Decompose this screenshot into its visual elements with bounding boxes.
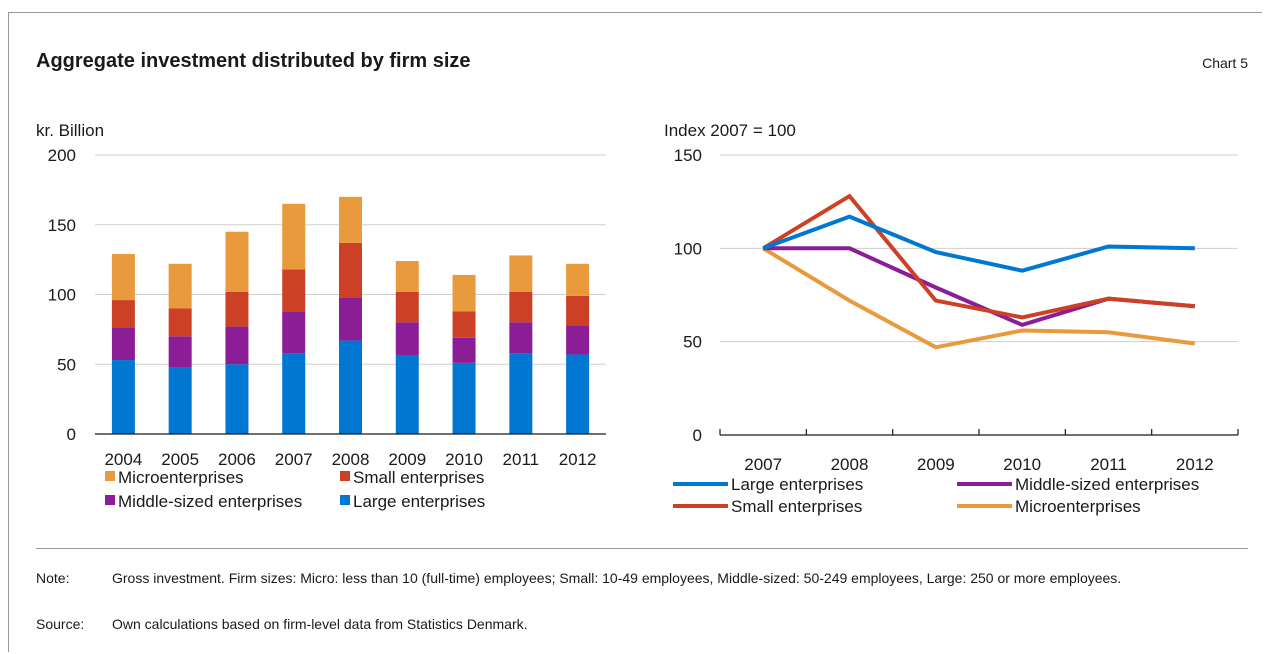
bar-microenterprises-2012 xyxy=(566,263,590,296)
bar-middle-sized-enterprises-2009 xyxy=(395,322,419,356)
right-legend-label-large-enterprises: Large enterprises xyxy=(731,475,863,494)
line-large-enterprises xyxy=(762,214,1195,273)
left-x-tick-label: 2005 xyxy=(161,450,199,469)
bar-middle-sized-enterprises-2010 xyxy=(452,337,476,363)
source-block: Source: Own calculations based on firm-l… xyxy=(36,614,1248,634)
note-text: Gross investment. Firm sizes: Micro: les… xyxy=(112,570,1122,586)
left-y-axis-label: kr. Billion xyxy=(36,121,104,140)
bar-middle-sized-enterprises-2007 xyxy=(282,311,306,354)
footer-divider xyxy=(36,548,1248,549)
left-x-tick-label: 2007 xyxy=(275,450,313,469)
bar-microenterprises-2008 xyxy=(339,196,362,243)
bar-microenterprises-2009 xyxy=(395,261,419,292)
left-y-tick-label: 200 xyxy=(48,146,76,165)
bar-small-enterprises-2009 xyxy=(395,291,419,323)
bar-small-enterprises-2005 xyxy=(168,308,192,337)
right-x-tick-label: 2011 xyxy=(1090,455,1127,474)
left-legend-label-microenterprises: Microenterprises xyxy=(118,468,244,487)
bar-large-enterprises-2005 xyxy=(168,367,192,434)
left-legend-label-large-enterprises: Large enterprises xyxy=(353,492,485,511)
chart-number: Chart 5 xyxy=(1202,55,1248,71)
bar-middle-sized-enterprises-2006 xyxy=(225,326,249,365)
right-y-tick-label: 0 xyxy=(693,426,702,445)
left-x-tick-label: 2012 xyxy=(559,450,597,469)
left-y-tick-label: 100 xyxy=(48,286,76,305)
right-x-tick-label: 2007 xyxy=(744,455,782,474)
right-legend-label-middle-sized-enterprises: Middle-sized enterprises xyxy=(1015,475,1199,494)
bar-microenterprises-2006 xyxy=(225,231,249,292)
source-label: Source: xyxy=(36,616,85,632)
left-x-tick-label: 2009 xyxy=(388,450,426,469)
line-small-enterprises xyxy=(762,193,1195,320)
bar-microenterprises-2011 xyxy=(509,255,533,292)
right-y-axis-label: Index 2007 = 100 xyxy=(664,121,796,140)
left-y-tick-label: 50 xyxy=(57,355,76,374)
left-x-tick-label: 2010 xyxy=(445,450,483,469)
right-x-tick-label: 2008 xyxy=(831,455,869,474)
bar-middle-sized-enterprises-2008 xyxy=(339,297,362,341)
note-label: Note: xyxy=(36,570,70,586)
right-legend-label-microenterprises: Microenterprises xyxy=(1015,497,1141,516)
left-x-tick-label: 2008 xyxy=(332,450,370,469)
right-x-tick-label: 2010 xyxy=(1003,455,1041,474)
bar-small-enterprises-2006 xyxy=(225,291,249,327)
chart-frame xyxy=(8,12,1262,652)
bar-large-enterprises-2004 xyxy=(111,360,135,434)
left-legend-label-small-enterprises: Small enterprises xyxy=(353,468,484,487)
left-y-tick-label: 0 xyxy=(67,425,76,444)
left-x-tick-label: 2011 xyxy=(503,450,540,469)
bar-microenterprises-2004 xyxy=(111,254,135,301)
right-x-tick-label: 2012 xyxy=(1176,455,1214,474)
left-legend-swatch-large-enterprises xyxy=(340,495,350,505)
bar-microenterprises-2007 xyxy=(282,203,306,270)
bar-large-enterprises-2012 xyxy=(566,354,590,434)
source-text: Own calculations based on firm-level dat… xyxy=(112,616,528,632)
bar-middle-sized-enterprises-2004 xyxy=(111,327,135,361)
chart-title: Aggregate investment distributed by firm… xyxy=(36,50,471,72)
bar-small-enterprises-2010 xyxy=(452,311,476,338)
bar-large-enterprises-2007 xyxy=(282,353,306,434)
bar-large-enterprises-2011 xyxy=(509,353,533,434)
left-x-tick-label: 2004 xyxy=(104,450,142,469)
bar-small-enterprises-2011 xyxy=(509,291,533,323)
bar-microenterprises-2005 xyxy=(168,263,192,309)
bar-large-enterprises-2008 xyxy=(339,340,362,434)
left-legend-label-middle-sized-enterprises: Middle-sized enterprises xyxy=(118,492,302,511)
bar-small-enterprises-2007 xyxy=(282,269,306,312)
left-x-tick-label: 2006 xyxy=(218,450,256,469)
line-microenterprises xyxy=(762,246,1196,350)
right-y-tick-label: 150 xyxy=(674,146,702,165)
bar-middle-sized-enterprises-2011 xyxy=(509,322,533,354)
bar-middle-sized-enterprises-2005 xyxy=(168,336,192,368)
left-legend-swatch-small-enterprises xyxy=(340,471,350,481)
bar-large-enterprises-2010 xyxy=(452,362,476,434)
bar-small-enterprises-2004 xyxy=(111,300,135,328)
bar-large-enterprises-2009 xyxy=(395,355,419,434)
right-x-tick-label: 2009 xyxy=(917,455,955,474)
bar-microenterprises-2010 xyxy=(452,274,476,312)
bar-small-enterprises-2008 xyxy=(339,242,362,298)
left-legend-swatch-middle-sized-enterprises xyxy=(105,495,115,505)
left-legend-swatch-microenterprises xyxy=(105,471,115,481)
left-y-tick-label: 150 xyxy=(48,216,76,235)
bar-middle-sized-enterprises-2012 xyxy=(566,325,590,355)
note-block: Note: Gross investment. Firm sizes: Micr… xyxy=(36,568,1248,608)
right-y-tick-label: 100 xyxy=(674,239,702,258)
bar-small-enterprises-2012 xyxy=(566,295,590,326)
right-legend-label-small-enterprises: Small enterprises xyxy=(731,497,862,516)
right-y-tick-label: 50 xyxy=(683,333,702,352)
bar-large-enterprises-2006 xyxy=(225,364,249,434)
